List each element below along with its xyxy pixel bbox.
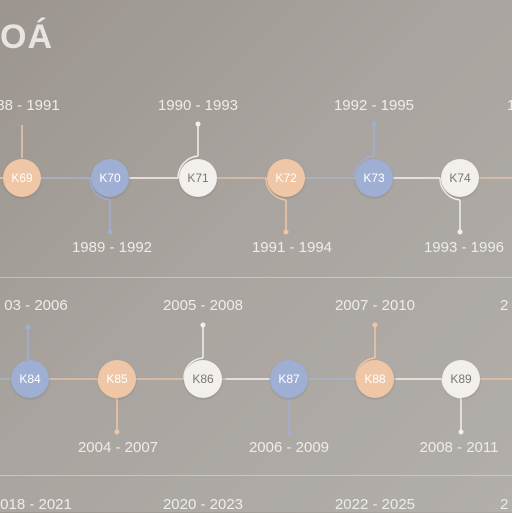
page-title: OÁ (0, 18, 53, 56)
timeline-node[interactable]: K85 (98, 360, 136, 398)
row1-bottom-label: 1993 - 1996 (423, 239, 505, 256)
row2-top-label: 2005 - 2008 (162, 297, 244, 314)
timeline-node[interactable]: K86 (184, 360, 222, 398)
row2-top-label: 03 - 2006 (4, 297, 68, 314)
timeline-node[interactable]: K72 (267, 159, 305, 197)
row3-top-label: 2020 - 2023 (162, 496, 244, 513)
row-divider (0, 277, 512, 278)
timeline-node[interactable]: K73 (355, 159, 393, 197)
row2-bottom-label: 2008 - 2011 (419, 439, 499, 456)
row2-bottom-label: 2004 - 2007 (77, 439, 159, 456)
row1-bottom-label: 1989 - 1992 (71, 239, 153, 256)
timeline-node[interactable]: K69 (3, 159, 41, 197)
row1-bottom-label: 1991 - 1994 (251, 239, 333, 256)
row1-top-label: 1990 - 1993 (157, 97, 239, 114)
row2-bottom-label: 2006 - 2009 (248, 439, 330, 456)
row1-top-label: 1992 - 1995 (333, 97, 415, 114)
row-divider (0, 475, 512, 476)
row3-top-label: 018 - 2021 (0, 496, 72, 513)
row1-top-label: 19 (507, 97, 512, 114)
row2-top-label: 2 (500, 297, 509, 314)
timeline-node[interactable]: K84 (11, 360, 49, 398)
timeline-node[interactable]: K74 (441, 159, 479, 197)
timeline-node[interactable]: K71 (179, 159, 217, 197)
row2-top-label: 2007 - 2010 (334, 297, 416, 314)
row3-top-label: 2 (500, 496, 509, 513)
row3-top-label: 2022 - 2025 (334, 496, 416, 513)
timeline-node[interactable]: K89 (442, 360, 480, 398)
row1-top-label: 88 - 1991 (0, 97, 60, 114)
timeline-node[interactable]: K70 (91, 159, 129, 197)
timeline-node[interactable]: K87 (270, 360, 308, 398)
timeline-node[interactable]: K88 (356, 360, 394, 398)
